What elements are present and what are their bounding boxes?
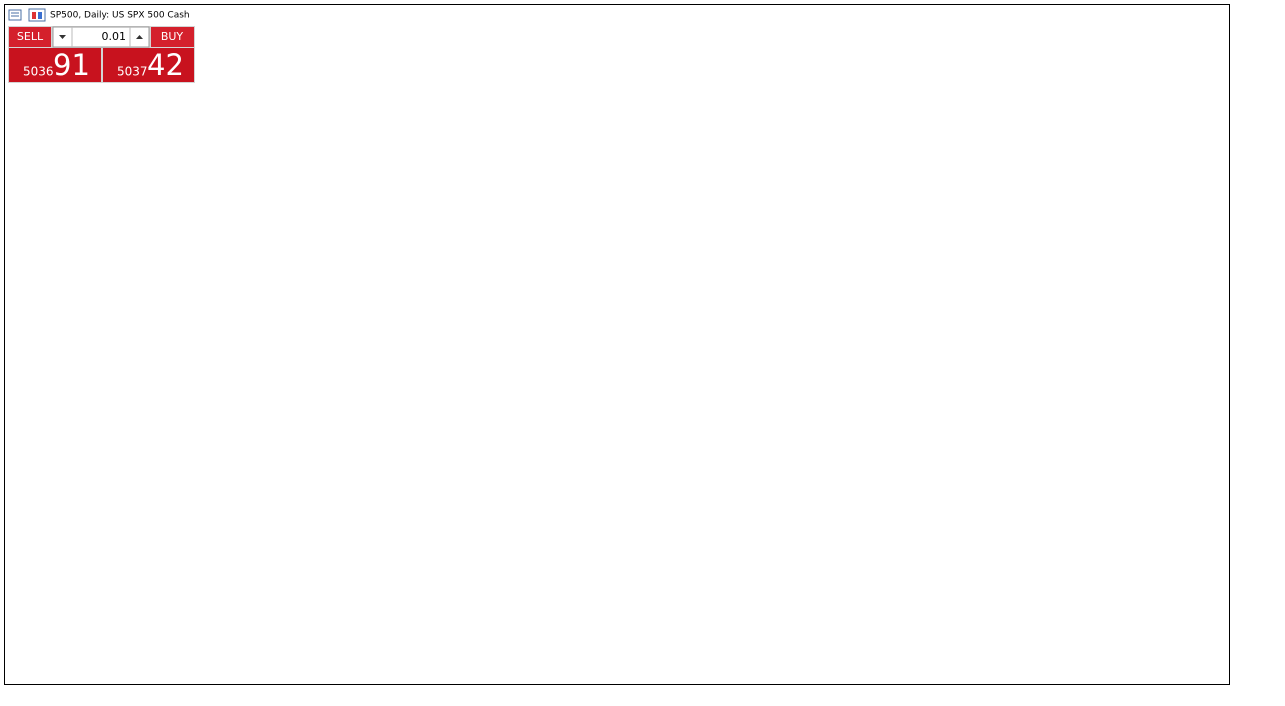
buy-button[interactable] — [151, 27, 194, 47]
trade-icon-bar — [38, 12, 42, 19]
trade-icon-bar — [32, 12, 36, 19]
volume-value[interactable]: 0.01 — [102, 30, 127, 43]
bid-box[interactable] — [9, 48, 101, 82]
title-bar: SP500, Daily: US SPX 500 Cash — [8, 8, 190, 22]
ask-big: 5037 — [117, 65, 148, 79]
plot-frame — [4, 4, 1230, 685]
sell-button[interactable] — [9, 27, 51, 47]
volume-up[interactable] — [136, 35, 143, 39]
ask-small: 42 — [147, 48, 184, 82]
volume-box[interactable] — [52, 26, 150, 48]
volume-down[interactable] — [59, 35, 66, 39]
ask-box[interactable] — [103, 48, 194, 82]
sell-label: SELL — [17, 30, 44, 43]
bid-big: 5036 — [23, 65, 54, 79]
buy-label: BUY — [161, 30, 184, 43]
chart-title: SP500, Daily: US SPX 500 Cash — [50, 11, 190, 21]
bid-small: 91 — [53, 48, 90, 82]
trade-icon[interactable] — [28, 8, 46, 22]
trade-panel: SELL 0.01 BUY 5036 91 5037 42 — [8, 26, 195, 83]
menu-icon[interactable] — [8, 9, 22, 21]
